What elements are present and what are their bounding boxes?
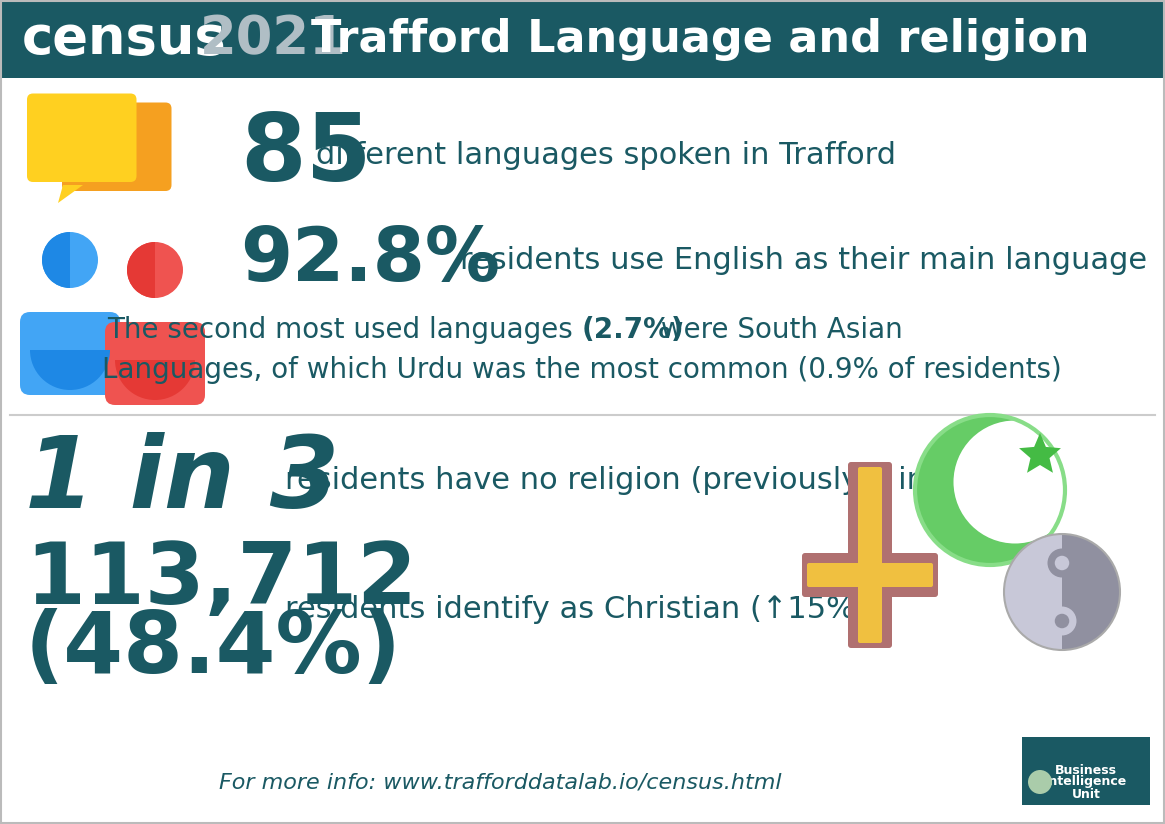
Text: residents use English as their main language: residents use English as their main lang… bbox=[460, 246, 1148, 274]
Circle shape bbox=[42, 232, 98, 288]
Text: Unit: Unit bbox=[1072, 788, 1101, 800]
Text: 85: 85 bbox=[240, 109, 372, 201]
Text: Trafford Language and religion: Trafford Language and religion bbox=[311, 17, 1089, 60]
Text: 2021: 2021 bbox=[200, 13, 347, 65]
Wedge shape bbox=[42, 232, 70, 288]
FancyBboxPatch shape bbox=[62, 102, 171, 191]
FancyBboxPatch shape bbox=[848, 462, 892, 648]
FancyBboxPatch shape bbox=[1022, 737, 1150, 805]
FancyBboxPatch shape bbox=[105, 322, 205, 405]
Circle shape bbox=[127, 242, 183, 298]
Text: 92.8%: 92.8% bbox=[240, 223, 500, 297]
Text: census: census bbox=[22, 13, 227, 65]
Wedge shape bbox=[127, 242, 155, 298]
Text: Intelligence: Intelligence bbox=[1045, 775, 1127, 789]
Text: 113,712: 113,712 bbox=[24, 539, 417, 621]
FancyBboxPatch shape bbox=[27, 93, 136, 182]
Circle shape bbox=[1028, 770, 1052, 794]
Circle shape bbox=[915, 415, 1065, 565]
Text: (48.4%): (48.4%) bbox=[24, 608, 402, 691]
Wedge shape bbox=[1004, 534, 1062, 650]
Text: different languages spoken in Trafford: different languages spoken in Trafford bbox=[316, 141, 896, 170]
FancyBboxPatch shape bbox=[807, 563, 933, 587]
Text: For more info: www.trafforddatalab.io/census.html: For more info: www.trafforddatalab.io/ce… bbox=[219, 773, 782, 793]
Text: Business: Business bbox=[1055, 764, 1117, 776]
FancyBboxPatch shape bbox=[20, 312, 120, 395]
Circle shape bbox=[953, 420, 1076, 544]
FancyBboxPatch shape bbox=[857, 467, 882, 643]
FancyBboxPatch shape bbox=[0, 0, 1165, 78]
FancyBboxPatch shape bbox=[802, 553, 938, 597]
Text: Languages, of which Urdu was the most common (0.9% of residents): Languages, of which Urdu was the most co… bbox=[103, 356, 1061, 384]
Text: 1 in 3: 1 in 3 bbox=[24, 432, 339, 528]
Text: The second most used languages: The second most used languages bbox=[107, 316, 582, 344]
Text: (2.7%): (2.7%) bbox=[582, 316, 685, 344]
Circle shape bbox=[1054, 555, 1069, 570]
Text: residents have no religion (previously 1 in 5): residents have no religion (previously 1… bbox=[285, 466, 967, 494]
Wedge shape bbox=[1062, 534, 1120, 650]
Circle shape bbox=[1047, 549, 1076, 578]
Circle shape bbox=[1054, 614, 1069, 628]
Wedge shape bbox=[115, 360, 195, 400]
Polygon shape bbox=[1019, 433, 1061, 473]
Wedge shape bbox=[30, 350, 110, 390]
Text: were South Asian: were South Asian bbox=[652, 316, 903, 344]
Text: residents identify as Christian (↑15%): residents identify as Christian (↑15%) bbox=[285, 596, 867, 625]
Circle shape bbox=[1047, 606, 1076, 635]
Polygon shape bbox=[58, 185, 83, 203]
